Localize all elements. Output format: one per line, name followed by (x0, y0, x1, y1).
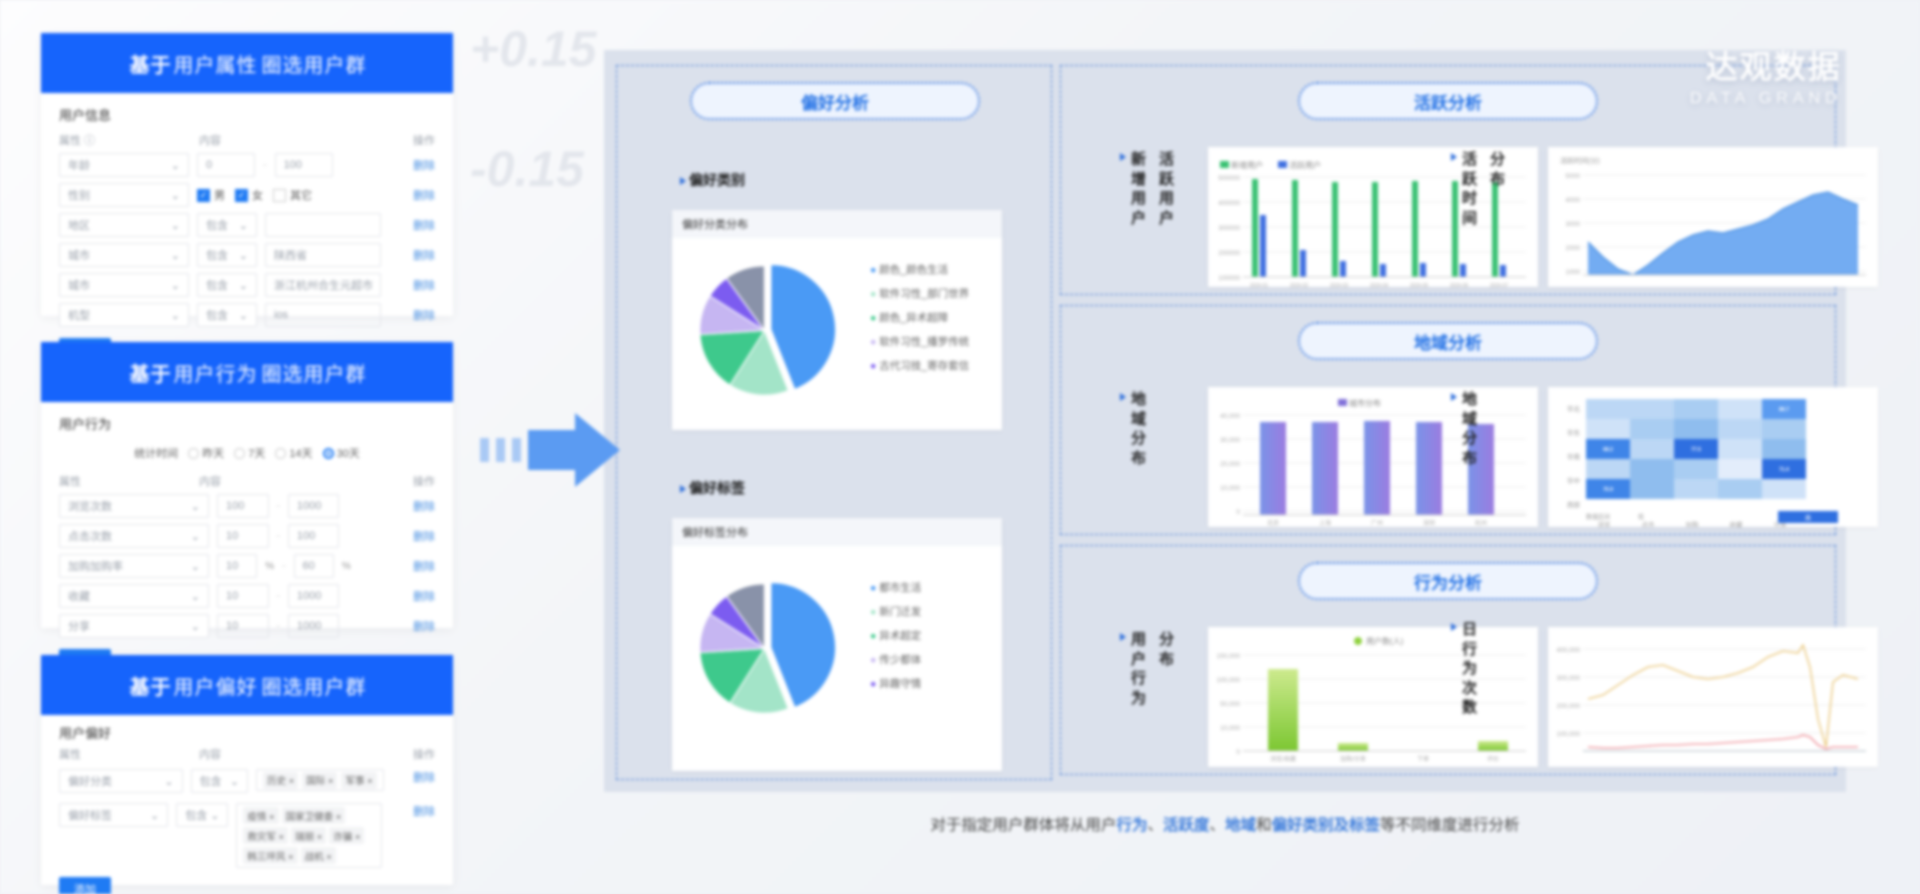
svg-text:200,000: 200,000 (1557, 703, 1581, 710)
svg-text:75.9: 75.9 (1603, 487, 1613, 493)
svg-text:活跃时间(分): 活跃时间(分) (1560, 156, 1600, 165)
svg-text:30,000: 30,000 (1220, 437, 1240, 444)
svg-text:点击: 点击 (1642, 520, 1656, 527)
svg-text:77.5: 77.5 (1691, 447, 1701, 453)
svg-text:400,000: 400,000 (1557, 647, 1581, 654)
svg-text:100,000: 100,000 (1217, 677, 1241, 684)
svg-text:2024-06: 2024-06 (1450, 283, 1469, 287)
svg-text:40,000: 40,000 (1220, 413, 1240, 420)
svg-text:20,000: 20,000 (1220, 461, 1240, 468)
svg-text:加购/分享: 加购/分享 (1340, 755, 1366, 763)
svg-text:加购: 加购 (1686, 520, 1700, 527)
svg-text:100000: 100000 (1218, 275, 1240, 282)
svg-text:68.2: 68.2 (1603, 447, 1613, 453)
svg-text:4000: 4000 (1566, 197, 1581, 204)
svg-text:下单: 下单 (1417, 755, 1429, 763)
svg-text:深圳: 深圳 (1423, 519, 1435, 527)
svg-text:100,000: 100,000 (1557, 731, 1581, 738)
svg-text:浏览: 浏览 (1598, 520, 1612, 527)
svg-text:数值区间: 数值区间 (1586, 513, 1610, 521)
svg-text:浏览/收藏: 浏览/收藏 (1270, 755, 1296, 763)
svg-text:2024-02: 2024-02 (1290, 283, 1309, 287)
svg-text:2024-04: 2024-04 (1370, 283, 1389, 287)
svg-text:200000: 200000 (1218, 250, 1240, 257)
svg-text:500000: 500000 (1218, 175, 1240, 182)
svg-text:用户数(人): 用户数(人) (1366, 636, 1404, 646)
svg-text:1000: 1000 (1566, 269, 1581, 276)
svg-text:10,000: 10,000 (1220, 485, 1240, 492)
svg-text:2024-01: 2024-01 (1250, 283, 1269, 287)
svg-text:新增用户: 新增用户 (1231, 160, 1263, 170)
svg-text:71.4: 71.4 (1779, 467, 1789, 473)
svg-text:2024-03: 2024-03 (1330, 283, 1349, 287)
svg-text:3000: 3000 (1566, 221, 1581, 228)
svg-text:10,000: 10,000 (1220, 725, 1240, 732)
svg-text:华南: 华南 (1567, 452, 1581, 461)
svg-text:活跃用户: 活跃用户 (1289, 160, 1321, 170)
svg-text:华东: 华东 (1567, 428, 1581, 437)
svg-text:高: 高 (1805, 514, 1811, 522)
svg-text:2024-05: 2024-05 (1410, 283, 1429, 287)
svg-text:5000: 5000 (1566, 173, 1581, 180)
svg-text:西部: 西部 (1567, 500, 1581, 509)
svg-text:0: 0 (1236, 509, 1240, 516)
svg-text:50,000: 50,000 (1220, 701, 1240, 708)
svg-text:0: 0 (1236, 749, 1240, 756)
svg-text:广州: 广州 (1371, 519, 1383, 527)
svg-text:北京: 北京 (1267, 519, 1279, 527)
svg-text:评价: 评价 (1487, 755, 1499, 763)
svg-text:城市分布: 城市分布 (1349, 398, 1381, 408)
svg-text:150,000: 150,000 (1217, 653, 1241, 660)
svg-text:300000: 300000 (1218, 225, 1240, 232)
svg-text:300,000: 300,000 (1557, 675, 1581, 682)
svg-text:杭州: 杭州 (1475, 519, 1487, 527)
svg-text:400000: 400000 (1218, 200, 1240, 207)
svg-text:华北: 华北 (1567, 404, 1581, 413)
svg-text:华中: 华中 (1567, 476, 1580, 485)
svg-text:收藏: 收藏 (1730, 520, 1744, 527)
svg-text:上海: 上海 (1319, 519, 1331, 527)
svg-text:低: 低 (1638, 513, 1644, 521)
svg-text:89.7: 89.7 (1779, 407, 1789, 413)
svg-text:2000: 2000 (1566, 245, 1581, 252)
svg-text:2024-07: 2024-07 (1490, 283, 1509, 287)
